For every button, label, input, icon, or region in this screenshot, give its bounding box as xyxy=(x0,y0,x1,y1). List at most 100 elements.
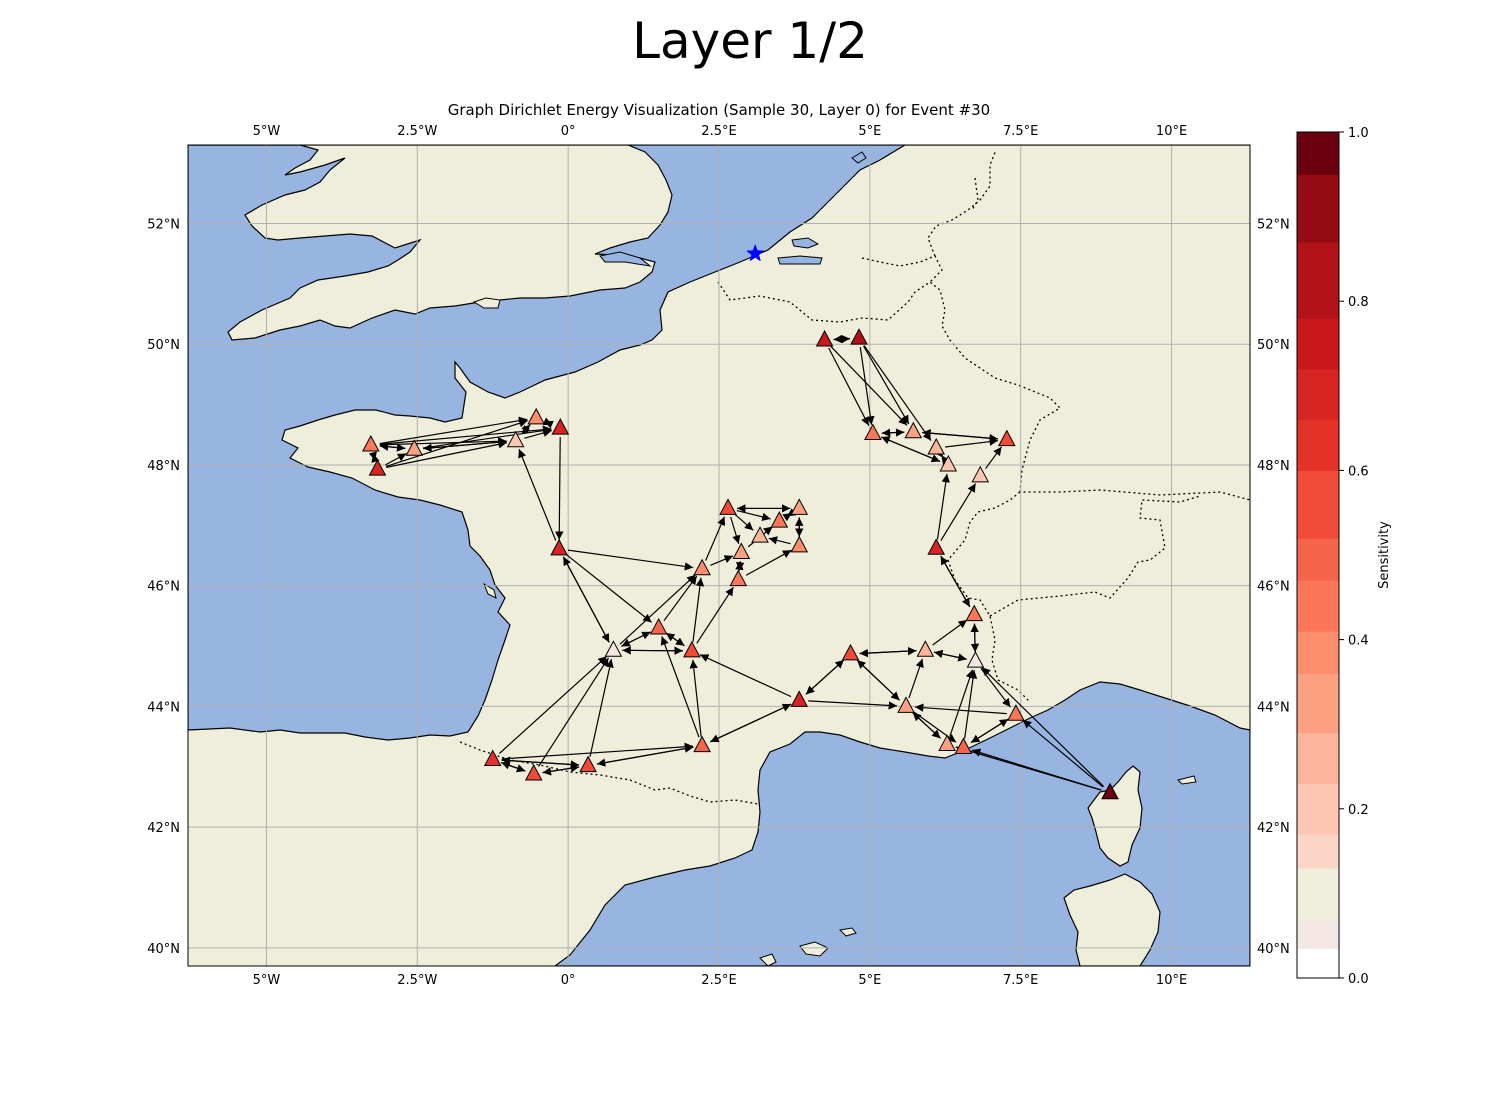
station-7[interactable] xyxy=(604,640,623,657)
station-35[interactable] xyxy=(997,429,1016,447)
station-5[interactable] xyxy=(551,418,570,435)
xtick-bottom-2: 0° xyxy=(561,973,576,988)
edge-111 xyxy=(830,346,908,426)
edge-42 xyxy=(736,561,745,571)
edge-11 xyxy=(423,440,507,452)
elba xyxy=(1177,775,1197,785)
edge-95 xyxy=(981,667,1104,787)
edge-66 xyxy=(710,703,792,743)
colorbar-level-6 xyxy=(1297,673,1339,734)
station-20[interactable] xyxy=(579,755,597,773)
station-8[interactable] xyxy=(649,617,668,635)
station-24[interactable] xyxy=(897,696,915,713)
ytick-left-3: 46°N xyxy=(147,580,180,595)
edge-67 xyxy=(699,654,792,698)
station-1[interactable] xyxy=(368,459,387,476)
station-19[interactable] xyxy=(524,763,543,781)
edge-86 xyxy=(964,669,978,739)
colorbar-label: Sensitivity xyxy=(1377,521,1392,589)
station-33[interactable] xyxy=(939,454,958,472)
edge-18 xyxy=(555,437,564,540)
station-12[interactable] xyxy=(729,569,748,587)
xtick-top-6: 10°E xyxy=(1156,124,1187,139)
colorbar-ticklabel-1: 0.2 xyxy=(1348,803,1369,818)
map-area xyxy=(188,145,1250,966)
edge-104 xyxy=(881,428,905,437)
colorbar-ticklabel-4: 0.8 xyxy=(1348,295,1369,310)
thames-estuary xyxy=(599,251,652,267)
ytick-left-0: 40°N xyxy=(147,942,180,957)
colorbar: 0.0 0.2 0.4 0.6 0.8 1.0 Sensitivity xyxy=(1296,126,1392,987)
station-18[interactable] xyxy=(483,749,502,767)
edge-72 xyxy=(808,700,898,710)
colorbar-frame xyxy=(1296,131,1340,979)
station-31[interactable] xyxy=(965,604,984,622)
station-34[interactable] xyxy=(971,465,990,483)
station-28[interactable] xyxy=(954,737,973,754)
zeeland-islands xyxy=(777,255,823,265)
station-37[interactable] xyxy=(904,421,923,439)
figure-suptitle: Layer 1/2 xyxy=(632,12,868,70)
station-39[interactable] xyxy=(815,329,834,347)
station-9[interactable] xyxy=(683,640,701,658)
edge-58 xyxy=(538,657,610,767)
graph-edges xyxy=(368,334,1104,791)
station-3[interactable] xyxy=(506,430,525,448)
station-10[interactable] xyxy=(693,558,711,576)
station-0[interactable] xyxy=(361,434,380,452)
edge-93 xyxy=(971,748,1102,791)
edge-112 xyxy=(859,346,875,425)
station-6[interactable] xyxy=(550,538,568,556)
edge-77 xyxy=(934,649,967,660)
station-30[interactable] xyxy=(1101,782,1119,800)
station-26[interactable] xyxy=(966,651,985,668)
colorbar-level-2 xyxy=(1297,868,1339,920)
edge-1 xyxy=(371,453,380,463)
colorbar-level-7 xyxy=(1297,631,1339,674)
colorbar-ticklabel-5: 1.0 xyxy=(1348,126,1369,141)
station-2[interactable] xyxy=(405,439,424,456)
edge-110 xyxy=(828,347,870,426)
station-11[interactable] xyxy=(719,498,737,515)
edge-35 xyxy=(710,555,734,566)
station-15[interactable] xyxy=(770,511,789,528)
ytick-right-4: 48°N xyxy=(1257,459,1290,474)
edge-87 xyxy=(949,669,974,737)
edge-28 xyxy=(619,574,696,645)
edge-109 xyxy=(833,334,851,344)
station-4[interactable] xyxy=(527,407,546,425)
station-21[interactable] xyxy=(693,735,711,753)
edge-85 xyxy=(913,711,957,743)
station-36[interactable] xyxy=(864,423,882,441)
station-16[interactable] xyxy=(790,498,809,515)
edge-31 xyxy=(663,575,698,622)
station-40[interactable] xyxy=(850,328,868,345)
ytick-left-2: 44°N xyxy=(147,700,180,715)
epicenter-star-icon xyxy=(745,243,765,262)
edge-96 xyxy=(936,473,950,540)
station-23[interactable] xyxy=(841,643,860,661)
ytick-left-5: 50°N xyxy=(147,338,180,353)
colorbar-ticklabel-3: 0.6 xyxy=(1348,464,1369,479)
edge-107 xyxy=(945,437,998,448)
sardinia xyxy=(1063,873,1161,966)
station-22[interactable] xyxy=(790,690,809,707)
station-14[interactable] xyxy=(751,526,769,543)
ytick-right-1: 42°N xyxy=(1257,821,1290,836)
station-27[interactable] xyxy=(938,734,956,751)
station-13[interactable] xyxy=(732,542,751,559)
colorbar-ticks: 0.0 0.2 0.4 0.6 0.8 1.0 xyxy=(1339,126,1369,987)
edge-48 xyxy=(768,536,791,545)
station-29[interactable] xyxy=(1007,704,1025,721)
isle-of-wight xyxy=(472,297,501,309)
station-17[interactable] xyxy=(790,535,809,553)
zeeland-islands-north xyxy=(791,237,820,249)
colorbar-level-4 xyxy=(1297,783,1339,835)
station-32[interactable] xyxy=(927,538,946,555)
ytick-right-0: 40°N xyxy=(1257,942,1290,957)
stations xyxy=(361,328,1119,800)
station-25[interactable] xyxy=(916,640,935,657)
station-38[interactable] xyxy=(927,437,946,455)
colorbar-level-3 xyxy=(1297,834,1339,869)
xtick-top-5: 7.5°E xyxy=(1003,124,1038,139)
